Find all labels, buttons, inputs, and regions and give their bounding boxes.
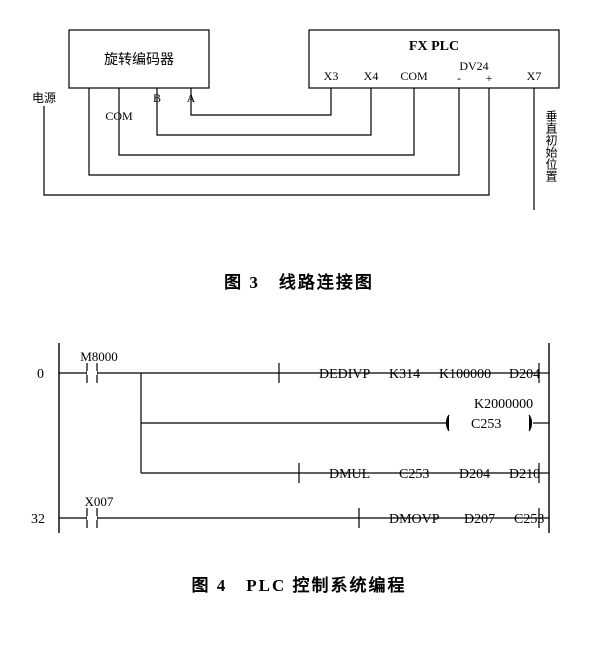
wiring-svg: 旋转编码器 FX PLC X3 X4 COM DV24 - + X7 COM B… [19, 20, 579, 250]
contact-m8000-label: M8000 [80, 349, 118, 364]
figure-3-caption: 图 3 线路连接图 [19, 268, 579, 293]
plc-dv24-label: DV24 [459, 59, 488, 73]
plc-x3-label: X3 [324, 69, 339, 83]
plc-minus-label: - [457, 71, 461, 85]
figure-3-wiring-diagram: 旋转编码器 FX PLC X3 X4 COM DV24 - + X7 COM B… [19, 20, 579, 293]
wire-pwr-dv24minus [89, 100, 459, 175]
ladder-svg: 0 32 M8000 DEDIVP K314 K100000 D204 K200… [19, 323, 579, 553]
wire-a-x3 [191, 100, 331, 115]
plc-com-label: COM [400, 69, 428, 83]
wire-b-x4 [157, 100, 371, 135]
plc-label: FX PLC [409, 39, 459, 54]
plc-x7-label: X7 [527, 69, 542, 83]
figure-4-ladder-diagram: 0 32 M8000 DEDIVP K314 K100000 D204 K200… [19, 323, 579, 596]
instr1-op: DEDIVP [319, 367, 371, 382]
instr3-a: D207 [464, 512, 495, 527]
rung-num-0: 0 [37, 367, 44, 382]
power-label: 电源 [32, 91, 56, 105]
vertical-init-label: 垂直初始位置 [544, 110, 558, 182]
instr2-b: D204 [459, 467, 490, 482]
instr3-op: DMOVP [389, 512, 440, 527]
encoder-label: 旋转编码器 [104, 52, 174, 68]
wire-com-com [119, 100, 414, 155]
plc-x4-label: X4 [364, 69, 379, 83]
instr3-b: C253 [514, 512, 544, 527]
instr2-a: C253 [399, 467, 429, 482]
instr2-c: D210 [509, 467, 540, 482]
plc-plus-label: + [486, 71, 493, 85]
instr1-a: K314 [389, 367, 420, 382]
figure-4-caption: 图 4 PLC 控制系统编程 [19, 571, 579, 596]
instr1-c: D204 [509, 367, 540, 382]
counter-coil: C253 [471, 417, 501, 432]
instr2-op: DMUL [329, 467, 370, 482]
rung-num-32: 32 [31, 512, 45, 527]
instr1-b: K100000 [439, 367, 491, 382]
counter-preset: K2000000 [474, 397, 533, 412]
contact-x007-label: X007 [85, 494, 114, 509]
